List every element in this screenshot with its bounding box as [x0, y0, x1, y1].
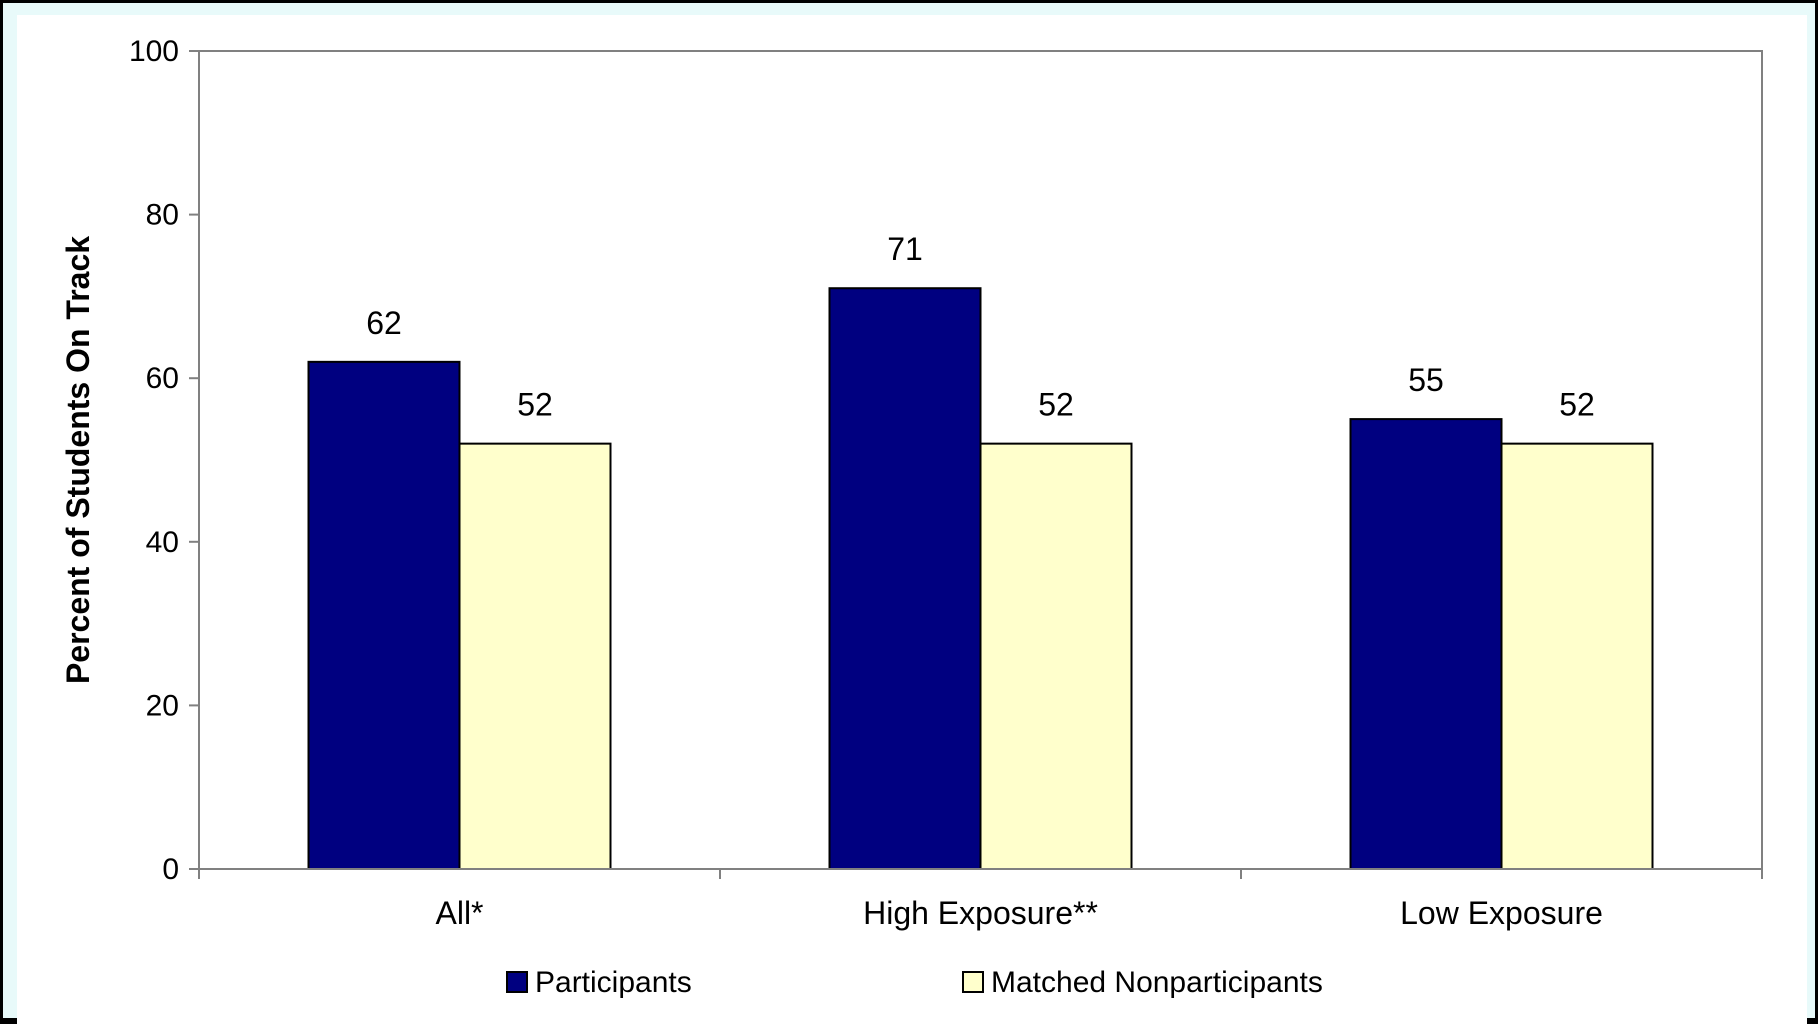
- data-label: 55: [1408, 362, 1444, 398]
- legend: Participants Matched Nonparticipants: [506, 966, 1323, 999]
- y-tick-label: 0: [162, 853, 179, 886]
- chart-panel: 0 20 40 60 80 100 62 52 All* 71 52 High Exposure** 5…: [17, 15, 1807, 1024]
- bar-chart: 0 20 40 60 80 100 62 52 All* 71 52 High Exposure** 5…: [60, 35, 1763, 999]
- data-label: 52: [517, 387, 553, 423]
- legend-label: Matched Nonparticipants: [991, 966, 1323, 999]
- bar: [307, 360, 461, 870]
- data-label: 71: [887, 231, 923, 267]
- bar: [828, 287, 982, 871]
- y-tick-label: 20: [146, 689, 179, 722]
- y-tick-label: 40: [146, 526, 179, 559]
- data-label: 52: [1038, 387, 1074, 423]
- data-label: 52: [1559, 387, 1595, 423]
- bar: [458, 442, 612, 870]
- bar: [1349, 418, 1503, 870]
- legend-swatch: [506, 971, 528, 993]
- y-tick-label: 60: [146, 362, 179, 395]
- y-axis-title: Percent of Students On Track: [60, 236, 96, 684]
- x-category-label: All*: [435, 895, 483, 931]
- bar: [1500, 442, 1654, 870]
- y-tick-label: 80: [146, 199, 179, 232]
- x-category-label: High Exposure**: [863, 895, 1098, 931]
- bar: [979, 442, 1133, 870]
- plot-area: 0 20 40 60 80 100 62 52 All* 71 52 High Exposure** 5…: [129, 35, 1763, 931]
- y-tick-label: 100: [129, 35, 179, 68]
- x-category-label: Low Exposure: [1400, 895, 1603, 931]
- data-label: 62: [366, 305, 402, 341]
- legend-swatch: [962, 971, 984, 993]
- legend-label: Participants: [535, 966, 692, 999]
